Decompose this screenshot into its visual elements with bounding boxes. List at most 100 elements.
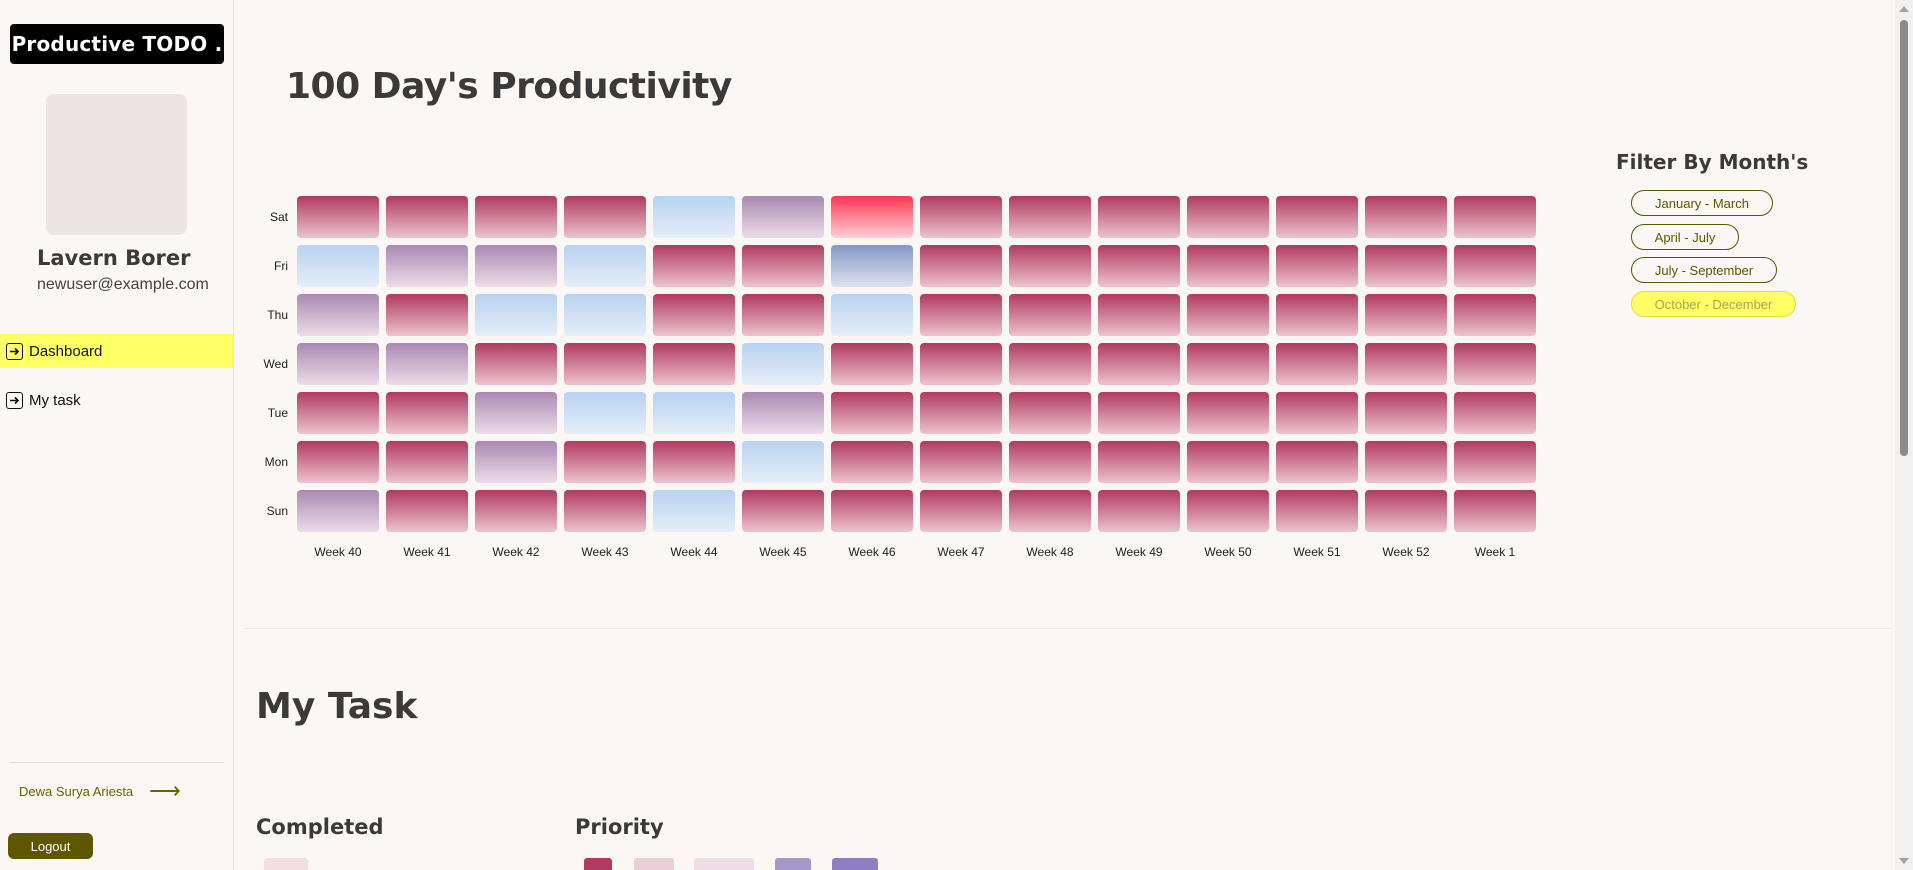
filter-july-september[interactable]: July - September — [1631, 257, 1777, 283]
heatmap-cell[interactable] — [475, 490, 557, 532]
heatmap-cell[interactable] — [1454, 245, 1536, 287]
heatmap-cell[interactable] — [653, 196, 735, 238]
heatmap-cell[interactable] — [653, 441, 735, 483]
filter-april-july[interactable]: April - July — [1631, 224, 1739, 250]
heatmap-cell[interactable] — [1098, 343, 1180, 385]
scroll-up-icon[interactable] — [1899, 6, 1909, 12]
heatmap-cell[interactable] — [1276, 294, 1358, 336]
heatmap-cell[interactable] — [920, 343, 1002, 385]
heatmap-cell[interactable] — [920, 196, 1002, 238]
heatmap-cell[interactable] — [1098, 245, 1180, 287]
heatmap-cell[interactable] — [475, 196, 557, 238]
scroll-down-icon[interactable] — [1899, 858, 1909, 864]
heatmap-cell[interactable] — [831, 441, 913, 483]
heatmap-cell[interactable] — [386, 343, 468, 385]
heatmap-cell[interactable] — [1276, 490, 1358, 532]
filter-january-march[interactable]: January - March — [1631, 190, 1773, 216]
heatmap-cell[interactable] — [386, 294, 468, 336]
nav-item-my-task[interactable]: My task — [0, 383, 233, 417]
heatmap-cell[interactable] — [475, 441, 557, 483]
heatmap-cell[interactable] — [297, 245, 379, 287]
heatmap-cell[interactable] — [1365, 245, 1447, 287]
heatmap-cell[interactable] — [653, 392, 735, 434]
filter-october-december[interactable]: October - December — [1631, 291, 1796, 317]
heatmap-cell[interactable] — [1276, 196, 1358, 238]
heatmap-cell[interactable] — [1187, 490, 1269, 532]
heatmap-cell[interactable] — [653, 490, 735, 532]
heatmap-cell[interactable] — [1276, 392, 1358, 434]
heatmap-cell[interactable] — [564, 441, 646, 483]
author-link[interactable]: Dewa Surya Ariesta ⟶ — [19, 780, 181, 802]
heatmap-cell[interactable] — [920, 245, 1002, 287]
heatmap-cell[interactable] — [564, 245, 646, 287]
heatmap-cell[interactable] — [653, 294, 735, 336]
heatmap-cell[interactable] — [564, 196, 646, 238]
heatmap-cell[interactable] — [564, 294, 646, 336]
heatmap-cell[interactable] — [1454, 294, 1536, 336]
heatmap-cell[interactable] — [831, 294, 913, 336]
heatmap-cell[interactable] — [742, 490, 824, 532]
heatmap-cell[interactable] — [742, 343, 824, 385]
heatmap-cell[interactable] — [1098, 392, 1180, 434]
heatmap-cell[interactable] — [920, 490, 1002, 532]
heatmap-cell[interactable] — [297, 441, 379, 483]
heatmap-cell[interactable] — [1187, 196, 1269, 238]
brand-logo[interactable]: Productive TODO . — [10, 24, 224, 64]
heatmap-cell[interactable] — [1098, 196, 1180, 238]
heatmap-cell[interactable] — [1365, 196, 1447, 238]
page-scrollbar[interactable] — [1895, 0, 1913, 870]
heatmap-cell[interactable] — [1454, 441, 1536, 483]
heatmap-cell[interactable] — [386, 196, 468, 238]
heatmap-cell[interactable] — [742, 294, 824, 336]
heatmap-cell[interactable] — [297, 392, 379, 434]
heatmap-cell[interactable] — [1276, 343, 1358, 385]
heatmap-cell[interactable] — [1454, 343, 1536, 385]
heatmap-cell[interactable] — [1365, 294, 1447, 336]
heatmap-cell[interactable] — [653, 245, 735, 287]
heatmap-cell[interactable] — [475, 294, 557, 336]
heatmap-cell[interactable] — [1187, 343, 1269, 385]
heatmap-cell[interactable] — [297, 294, 379, 336]
heatmap-cell[interactable] — [1009, 294, 1091, 336]
heatmap-cell[interactable] — [475, 245, 557, 287]
heatmap-cell[interactable] — [386, 441, 468, 483]
heatmap-cell[interactable] — [1009, 343, 1091, 385]
heatmap-cell[interactable] — [1009, 441, 1091, 483]
heatmap-cell[interactable] — [564, 343, 646, 385]
heatmap-cell[interactable] — [1365, 392, 1447, 434]
heatmap-cell[interactable] — [1009, 490, 1091, 532]
heatmap-cell[interactable] — [475, 343, 557, 385]
heatmap-cell[interactable] — [1098, 441, 1180, 483]
heatmap-cell[interactable] — [831, 392, 913, 434]
heatmap-cell[interactable] — [920, 294, 1002, 336]
heatmap-cell[interactable] — [1098, 490, 1180, 532]
heatmap-cell[interactable] — [742, 245, 824, 287]
heatmap-cell[interactable] — [475, 392, 557, 434]
heatmap-cell[interactable] — [1187, 294, 1269, 336]
heatmap-cell[interactable] — [386, 490, 468, 532]
heatmap-cell[interactable] — [653, 343, 735, 385]
heatmap-cell[interactable] — [1454, 490, 1536, 532]
heatmap-cell[interactable] — [920, 441, 1002, 483]
heatmap-cell[interactable] — [1187, 245, 1269, 287]
heatmap-cell[interactable] — [1009, 392, 1091, 434]
heatmap-cell[interactable] — [831, 196, 913, 238]
heatmap-cell[interactable] — [742, 441, 824, 483]
heatmap-cell[interactable] — [1365, 490, 1447, 532]
heatmap-cell[interactable] — [742, 392, 824, 434]
heatmap-cell[interactable] — [742, 196, 824, 238]
heatmap-cell[interactable] — [1276, 245, 1358, 287]
nav-item-dashboard[interactable]: Dashboard — [0, 334, 233, 368]
heatmap-cell[interactable] — [386, 392, 468, 434]
heatmap-cell[interactable] — [831, 343, 913, 385]
heatmap-cell[interactable] — [1009, 196, 1091, 238]
heatmap-cell[interactable] — [297, 490, 379, 532]
heatmap-cell[interactable] — [1009, 245, 1091, 287]
heatmap-cell[interactable] — [297, 196, 379, 238]
heatmap-cell[interactable] — [831, 245, 913, 287]
heatmap-cell[interactable] — [1454, 392, 1536, 434]
heatmap-cell[interactable] — [297, 343, 379, 385]
heatmap-cell[interactable] — [1187, 392, 1269, 434]
heatmap-cell[interactable] — [1454, 196, 1536, 238]
scroll-thumb[interactable] — [1900, 20, 1908, 456]
